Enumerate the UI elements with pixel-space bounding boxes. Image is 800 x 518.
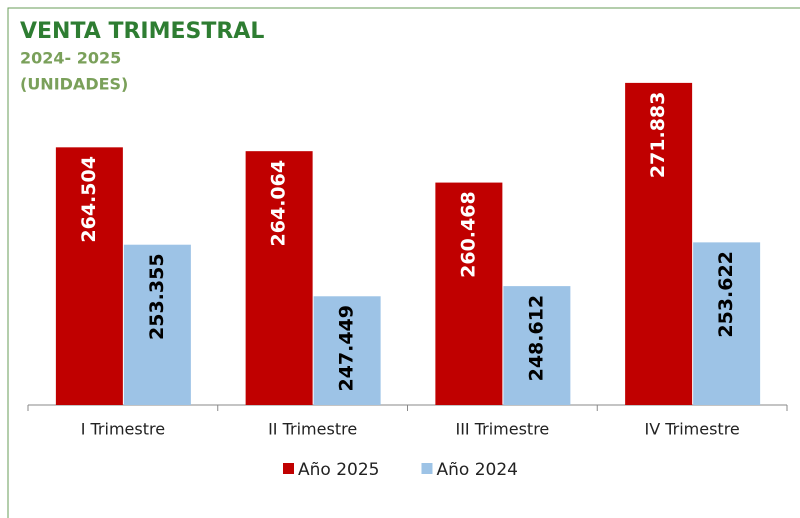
bar xyxy=(245,151,313,405)
bar xyxy=(55,147,123,405)
bar xyxy=(625,82,693,406)
legend-label: Año 2024 xyxy=(436,460,517,480)
legend-swatch xyxy=(283,463,294,474)
data-label: 264.504 xyxy=(78,156,100,243)
chart-title: VENTA TRIMESTRAL xyxy=(20,19,264,44)
legend-swatch xyxy=(421,463,433,474)
chart-subtitle: (UNIDADES) xyxy=(20,75,128,94)
chart-subtitle: 2024- 2025 xyxy=(20,49,121,68)
data-label: 264.064 xyxy=(268,160,290,247)
data-label: 260.468 xyxy=(457,191,479,278)
x-tick-label: I Trimestre xyxy=(81,420,165,439)
bar xyxy=(123,244,191,405)
x-tick-label: II Trimestre xyxy=(268,420,357,439)
bar xyxy=(435,182,503,405)
data-label: 271.883 xyxy=(647,92,669,179)
data-label: 253.622 xyxy=(715,251,737,338)
frame xyxy=(7,7,800,518)
legend-label: Año 2025 xyxy=(298,460,379,480)
x-tick-label: IV Trimestre xyxy=(644,420,739,439)
data-label: 248.612 xyxy=(525,295,547,382)
data-label: 253.355 xyxy=(146,253,168,340)
data-label: 247.449 xyxy=(336,305,358,392)
bar xyxy=(503,286,571,405)
x-tick-label: III Trimestre xyxy=(455,420,549,439)
bar xyxy=(693,242,761,405)
bar xyxy=(313,296,381,405)
